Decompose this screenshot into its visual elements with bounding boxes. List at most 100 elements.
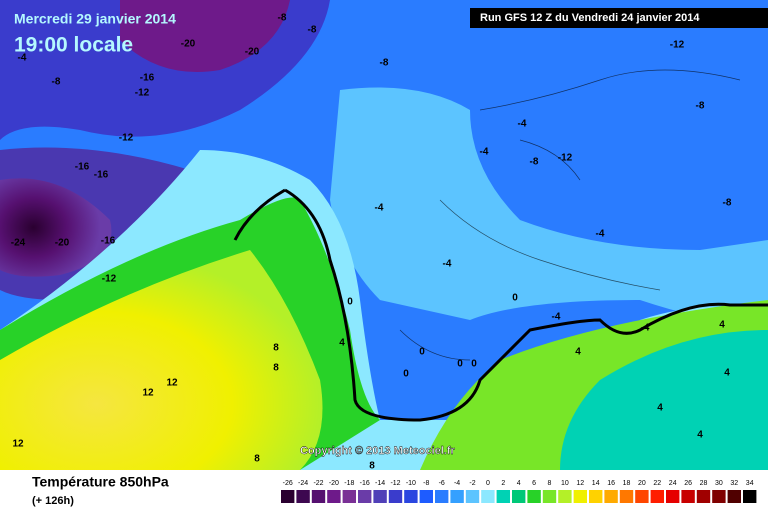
contour-label: -8	[696, 101, 705, 112]
legend-swatch	[465, 490, 480, 503]
legend-swatch	[281, 490, 295, 503]
contour-label: -4	[518, 119, 527, 130]
contour-label: 4	[657, 403, 663, 414]
legend-tick-label: 0	[486, 480, 490, 487]
contour-label: -16	[94, 170, 109, 181]
color-legend: -26 -24 -22 -20 -18 -16 -14 -12 -10 -8 -6 -4 -2 0 2 4 6 8…	[281, 480, 757, 503]
contour-label: -8	[52, 77, 61, 88]
legend-swatch	[512, 490, 526, 503]
contour-label: -4	[443, 259, 452, 270]
legend-tick-label: -22	[313, 480, 323, 487]
contour-label: -12	[119, 133, 134, 144]
legend-tick-label: 12	[576, 480, 584, 487]
copyright: Copyright © 2013 Meteociel.fr	[300, 445, 456, 457]
contour-label: -4	[552, 312, 561, 323]
legend-swatch	[296, 490, 310, 503]
contour-label: 8	[273, 363, 279, 374]
contour-label: -12	[670, 40, 685, 51]
run: Run GFS 12 Z du Vendredi 24 janvier 2014	[480, 12, 700, 24]
legend-tick-label: -6	[439, 480, 445, 487]
contour-label: 0	[471, 359, 477, 370]
legend-swatch	[527, 490, 541, 503]
legend-tick-label: 24	[669, 480, 677, 487]
contour-label: 12	[12, 439, 24, 450]
legend-swatch	[435, 490, 449, 503]
legend-tick-label: 30	[715, 480, 723, 487]
contour-label: 0	[419, 347, 425, 358]
legend-tick-label: 34	[746, 480, 754, 487]
legend-swatch	[696, 490, 711, 503]
legend-swatch	[388, 490, 403, 503]
legend-swatch	[619, 490, 634, 503]
legend-tick-label: -2	[469, 480, 475, 487]
legend-swatch	[419, 490, 433, 503]
legend-swatch	[481, 490, 495, 503]
legend-swatch	[727, 490, 741, 503]
contour-label: 4	[719, 320, 725, 331]
legend-tick-label: -4	[454, 480, 460, 487]
legend-swatch	[589, 490, 603, 503]
legend-tick-label: 14	[592, 480, 600, 487]
contour-label: 0	[347, 297, 353, 308]
contour-label: -20	[55, 238, 70, 249]
contour-label: 12	[142, 388, 154, 399]
legend-swatch	[327, 490, 341, 503]
contour-label: 0	[457, 359, 463, 370]
header: Mercredi 29 janvier 2014 19:00 locale Ru…	[14, 8, 768, 457]
date: Mercredi 29 janvier 2014	[14, 11, 176, 27]
legend-swatch	[342, 490, 356, 503]
legend-tick-label: 26	[684, 480, 692, 487]
contour-label: -12	[135, 88, 150, 99]
legend-tick-label: -24	[298, 480, 308, 487]
contour-label: 0	[512, 293, 518, 304]
contour-label: -4	[596, 229, 605, 240]
contour-label: -12	[558, 153, 573, 164]
contour-label: 8	[254, 454, 260, 465]
contour-label: -20	[245, 47, 260, 58]
legend-swatch	[650, 490, 664, 503]
legend-tick-label: 32	[730, 480, 738, 487]
legend-tick-label: -12	[390, 480, 400, 487]
contour-label: -4	[18, 53, 27, 64]
contour-label: -4	[480, 147, 489, 158]
legend-tick-label: -18	[344, 480, 354, 487]
legend-tick-label: -8	[423, 480, 429, 487]
legend-tick-label: -14	[375, 480, 385, 487]
contour-label: 4	[724, 368, 730, 379]
footer-subtitle: (+ 126h)	[32, 495, 74, 507]
legend-swatch	[496, 490, 510, 503]
contour-label: -12	[102, 274, 117, 285]
legend-swatch	[743, 490, 757, 503]
contour-label: -8	[530, 157, 539, 168]
legend-tick-label: -26	[283, 480, 293, 487]
map-background	[0, 0, 768, 470]
contour-label: 12	[166, 378, 178, 389]
contour-label: -20	[181, 39, 196, 50]
contour-label: -16	[75, 162, 90, 173]
contour-label: -16	[140, 73, 155, 84]
legend-tick-label: 10	[561, 480, 569, 487]
legend-swatch	[373, 490, 387, 503]
legend-tick-label: 28	[700, 480, 708, 487]
contour-label: 8	[273, 343, 279, 354]
legend-swatch	[358, 490, 372, 503]
contour-label: -4	[375, 203, 384, 214]
legend-tick-label: 16	[607, 480, 615, 487]
contour-label: -24	[11, 238, 26, 249]
legend-swatch	[635, 490, 649, 503]
legend-swatch	[558, 490, 572, 503]
legend-tick-label: -10	[406, 480, 416, 487]
legend-tick-label: 4	[517, 480, 521, 487]
contour-label: -16	[101, 236, 116, 247]
legend-tick-label: -20	[329, 480, 339, 487]
contour-label: 8	[369, 461, 375, 472]
footer-title: Température 850hPa	[32, 474, 169, 490]
legend-swatch	[573, 490, 587, 503]
legend-tick-label: 8	[548, 480, 552, 487]
legend-swatch	[681, 490, 695, 503]
contour-label: -8	[308, 25, 317, 36]
legend-tick-label: -16	[360, 480, 370, 487]
run-box	[470, 8, 768, 28]
